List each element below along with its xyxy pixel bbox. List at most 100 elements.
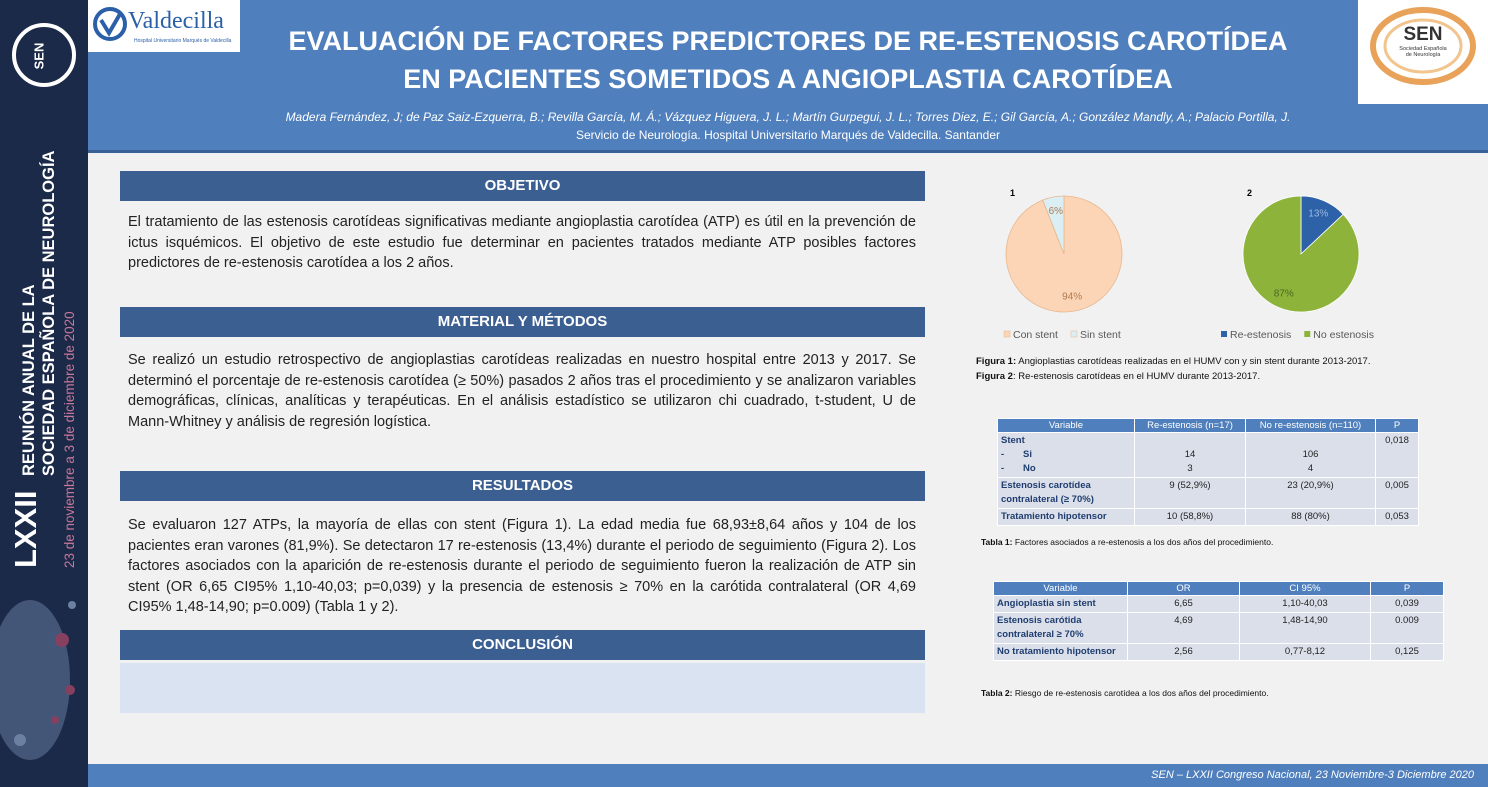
header-cell: Variable <box>997 418 1135 433</box>
data-label: 94% <box>1062 291 1082 302</box>
pie-slice <box>1042 195 1065 255</box>
cell: 0,039 <box>1370 595 1444 613</box>
chart-title: 1 <box>1010 188 1015 198</box>
cell: Angioplastia sin stent <box>993 595 1128 613</box>
section-body: Se evaluaron 127 ATPs, la mayoría de ell… <box>128 517 916 615</box>
conclusion-box <box>120 663 925 713</box>
cell-value: 4 <box>1307 463 1314 474</box>
sidebar-logo: SEN <box>31 43 46 70</box>
sub-name: No <box>1023 463 1036 474</box>
cell: Estenosis carotídea contralateral (≥ 70%… <box>997 477 1135 509</box>
sidebar-line: SOCIEDAD ESPAÑOLA DE NEUROLOGÍA <box>38 150 58 476</box>
section-heading: RESULTADOS <box>120 471 925 501</box>
cell: 1,48-14,90 <box>1239 612 1371 644</box>
sub-label: - Si <box>1001 448 1131 462</box>
authors: Madera Fernández, J; de Paz Saiz-Ezquerr… <box>285 110 1291 124</box>
caption-label: Figura 1: <box>976 356 1017 367</box>
logo-valdecilla: Valdecilla Hospital Universitario Marqué… <box>88 0 240 52</box>
logo-subtext: Hospital Universitario Marqués de Valdec… <box>134 38 232 44</box>
caption-label: Figura 2 <box>976 371 1013 382</box>
caption-label: Tabla 2: <box>981 688 1013 698</box>
caption-text: : Re-estenosis carotídeas en el HUMV dur… <box>1012 371 1261 382</box>
data-label: 6% <box>1049 206 1064 217</box>
header-cell: P <box>1375 418 1419 433</box>
table-row: No tratamiento hipotensor 2,56 0,77-8,12 0,… <box>993 643 1444 661</box>
section-body: Se realizó un estudio retrospectivo de a… <box>128 352 916 430</box>
table-row: Estenosis carotídea contralateral (≥ 70%… <box>997 477 1419 509</box>
logo-icon <box>1370 7 1476 85</box>
logo-text: SEN <box>1403 24 1443 45</box>
cell: 0,77-8,12 <box>1239 643 1371 661</box>
cell: 1,10-40,03 <box>1239 595 1371 613</box>
section-body: El tratamiento de las estenosis carotíde… <box>128 214 916 271</box>
legend-swatch <box>1070 330 1078 338</box>
table-row: Angioplastia sin stent 6,65 1,10-40,03 0,03… <box>993 595 1444 613</box>
legend-label: No estenosis <box>1313 329 1374 341</box>
chart-title: 2 <box>1247 188 1252 198</box>
sub-name: Si <box>1023 449 1032 460</box>
sub-label: - No <box>1001 462 1131 476</box>
table-row: Estenosis carótida contralateral ≥ 70% 4,… <box>993 612 1444 644</box>
cell: 4,69 <box>1127 612 1240 644</box>
header-cell: P <box>1370 581 1444 596</box>
legend-label: Sin stent <box>1080 329 1121 341</box>
logo-icon <box>93 7 127 41</box>
figure-caption: Figura 2: Re-estenosis carotídeas en el … <box>976 371 1260 382</box>
cell: 0.009 <box>1370 612 1444 644</box>
legend-label: Con stent <box>1013 329 1058 341</box>
logo-sen: SEN Sociedad Española de Neurología <box>1358 0 1488 104</box>
sidebar-dates: 23 de noviembre a 3 de diciembre de 2020 <box>62 311 77 568</box>
congress: LXXII <box>8 490 43 568</box>
header-row: Variable OR CI 95% P <box>993 581 1444 596</box>
data-label: 13% <box>1308 209 1328 220</box>
sidebar-line: REUNIÓN ANUAL DE LA <box>19 284 38 476</box>
sidebar-text: LXXII REUNIÓN ANUAL DE LA SOCIEDAD ESPAÑ… <box>8 150 77 568</box>
cell: 23 (20,9%) <box>1245 477 1376 509</box>
spacer <box>1249 434 1372 448</box>
logo-text: Valdecilla <box>128 8 224 34</box>
caption-text: Riesgo de re-estenosis carotídea a los d… <box>1014 688 1269 698</box>
header: EVALUACIÓN DE FACTORES PREDICTORES DE RE… <box>88 0 1488 153</box>
cell: Tratamiento hipotensor <box>997 508 1135 526</box>
brain-decoration <box>0 600 76 760</box>
cell: 9 (52,9%) <box>1134 477 1246 509</box>
footer: SEN – LXXII Congreso Nacional, 23 Noviem… <box>88 764 1488 787</box>
cell-value: 106 <box>1302 449 1319 460</box>
cell: 0,018 <box>1375 432 1419 478</box>
affiliation: Servicio de Neurología. Hospital Univers… <box>576 128 1000 142</box>
caption-text: Angioplastias carotídeas realizadas en e… <box>1018 356 1371 367</box>
cell-value: 14 <box>1184 449 1196 460</box>
section-heading: OBJETIVO <box>120 171 925 201</box>
header-cell: No re-estenosis (n=110) <box>1245 418 1376 433</box>
cell: Stent - Si - No <box>997 432 1135 478</box>
header-cell: CI 95% <box>1239 581 1371 596</box>
section-heading: CONCLUSIÓN <box>120 630 925 660</box>
table-row: Tratamiento hipotensor 10 (58,8%) 88 (80%)… <box>997 508 1419 526</box>
bullet: - <box>1001 449 1005 460</box>
logo-ring <box>12 23 76 87</box>
header-cell: Variable <box>993 581 1128 596</box>
cell: 2,56 <box>1127 643 1240 661</box>
legend-label: Re-estenosis <box>1230 329 1291 341</box>
title: EVALUACIÓN DE FACTORES PREDICTORES DE RE… <box>288 26 1288 56</box>
cell: 88 (80%) <box>1245 508 1376 526</box>
caption-text: Factores asociados a re-estenosis a los … <box>1014 537 1274 547</box>
cell: Estenosis carótida contralateral ≥ 70% <box>993 612 1128 644</box>
table-caption: Tabla 1: Factores asociados a re-estenos… <box>981 537 1273 547</box>
caption-label: Tabla 1: <box>981 537 1013 547</box>
header-cell: Re-estenosis (n=17) <box>1134 418 1246 433</box>
spacer <box>1138 434 1242 448</box>
cell: 14 3 <box>1134 432 1246 478</box>
cell-value: 3 <box>1187 463 1193 474</box>
pie-slice <box>1242 195 1360 313</box>
cell: 0,125 <box>1370 643 1444 661</box>
charts: 1 94% 6% Con stent Sin stent 2 13% 87% Re-esteno… <box>1003 188 1374 341</box>
row-label: Stent <box>1001 435 1025 446</box>
logo-subtext: Sociedad Española de Neurología <box>1399 46 1447 58</box>
legend-swatch <box>1221 331 1227 337</box>
table-row: Stent - Si - No 14 3 106 4 0,018 <box>997 432 1419 478</box>
cell: 6,65 <box>1127 595 1240 613</box>
data-label: 87% <box>1274 289 1294 300</box>
